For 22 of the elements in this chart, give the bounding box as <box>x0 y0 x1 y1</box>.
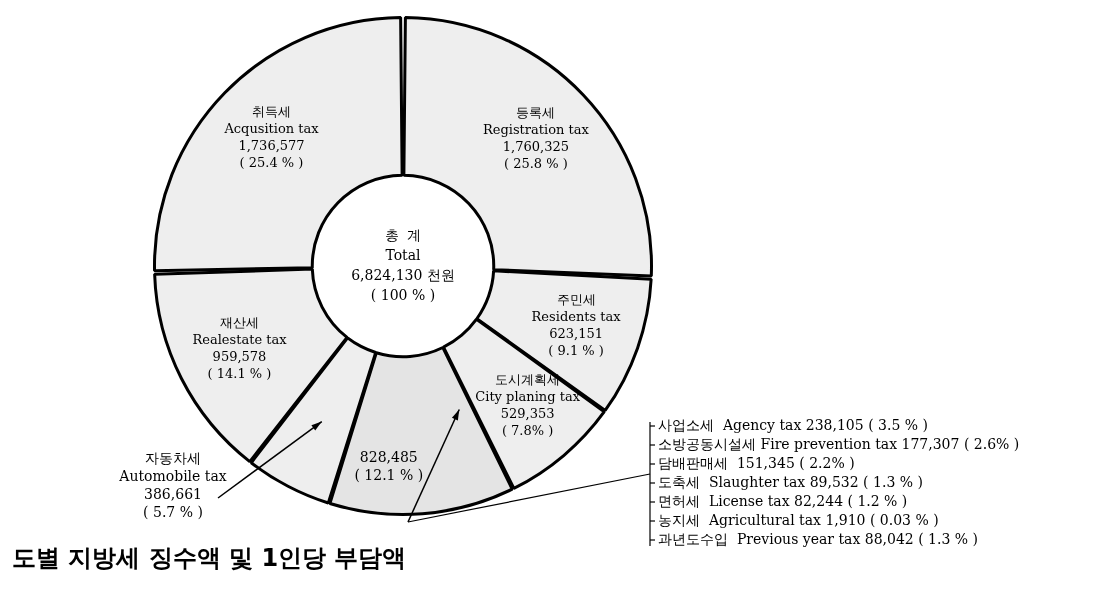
text: 도별 지방세 징수액 및 1인당 부담액 <box>12 544 407 573</box>
slice-label: 재산세 Realestate tax <box>192 314 288 347</box>
data-label: 828,485 ( 12.1 % ) <box>354 449 424 484</box>
data-label: 959,578 ( 14.1 % ) <box>207 348 272 381</box>
text: 과년도수입 Previous year tax 88,042 ( 1.3 % ) <box>658 530 979 547</box>
data-label: 1,736,577 ( 25.4 % ) <box>238 138 305 171</box>
data-label: 529,353 ( 7.8% ) <box>500 405 555 438</box>
slice-label: 취득세 Acqusition tax <box>223 104 320 137</box>
slice-label: 자동차세 Automobile tax <box>118 449 227 484</box>
slice-label: 도시계획세 City planing tax <box>475 371 581 404</box>
text: 사업소세 Agency tax 238,105 ( 3.5 % ) <box>658 416 928 433</box>
data-label: 623,151 ( 9.1 % ) <box>548 326 604 359</box>
text: 도축세 Slaughter tax 89,532 ( 1.3 % ) <box>658 473 923 490</box>
data-label: 386,661 ( 5.7 % ) <box>143 485 203 520</box>
slice-label: 주민세 Residents tax <box>531 292 622 325</box>
text: 총 계 Total 6,824,130 천원 ( 100 % ) <box>351 226 455 303</box>
text: 농지세 Agricultural tax 1,910 ( 0.03 % ) <box>658 511 939 528</box>
data-label: 1,760,325 ( 25.8 % ) <box>502 139 569 172</box>
slice-label: 등록세 Registration tax <box>482 105 590 138</box>
text: 면허세 License tax 82,244 ( 1.2 % ) <box>658 492 908 509</box>
text: 담배판매세 151,345 ( 2.2% ) <box>658 454 855 471</box>
text: 소방공동시설세 Fire prevention tax 177,307 ( 2.6% ) <box>658 435 1020 452</box>
